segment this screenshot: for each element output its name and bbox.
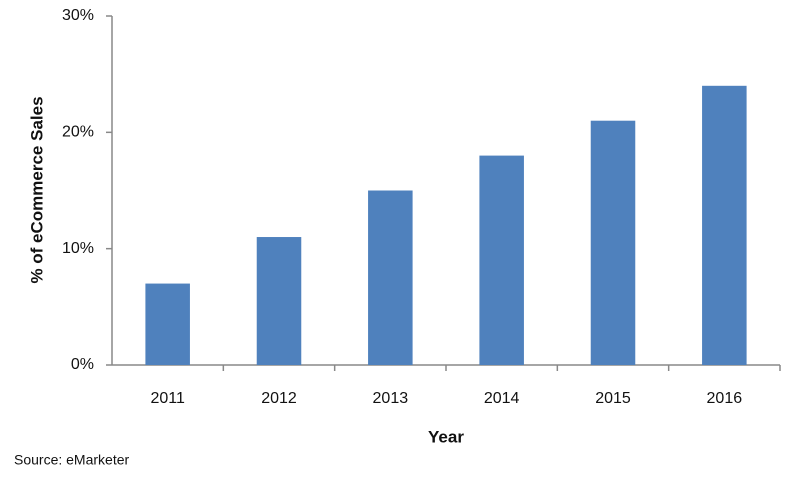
x-tick-label: 2015 xyxy=(595,390,631,407)
bar xyxy=(368,190,413,365)
x-axis-label: Year xyxy=(428,427,464,446)
bar xyxy=(256,237,302,365)
x-tick-label: 2012 xyxy=(261,390,297,407)
y-tick-label: 20% xyxy=(62,124,94,141)
source-note: Source: eMarketer xyxy=(14,452,129,468)
x-tick-label: 2014 xyxy=(484,390,520,407)
bar xyxy=(145,283,190,365)
bar xyxy=(479,155,524,365)
y-tick-label: 10% xyxy=(62,240,94,257)
y-tick-label: 30% xyxy=(62,7,94,24)
bar xyxy=(702,85,747,366)
y-tick-label: 0% xyxy=(71,356,94,373)
x-tick-label: 2016 xyxy=(707,390,743,407)
bar xyxy=(590,120,636,365)
x-tick-label: 2013 xyxy=(373,390,409,407)
x-tick-label: 2011 xyxy=(150,390,185,407)
y-axis-label: % of eCommerce Sales xyxy=(27,96,46,283)
